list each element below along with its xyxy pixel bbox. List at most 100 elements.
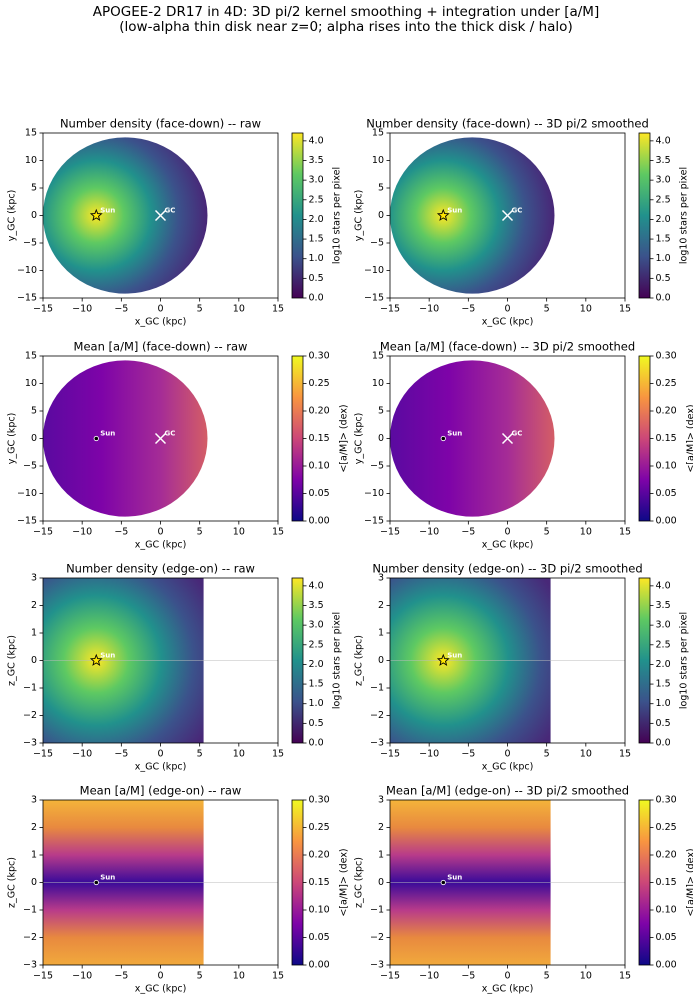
x-tick-label: −10 <box>72 304 92 315</box>
x-tick-label: 15 <box>272 527 284 538</box>
y-axis-label: y_GC (kpc) <box>354 190 365 242</box>
x-tick-label: −10 <box>419 304 439 315</box>
colorbar <box>291 132 304 299</box>
x-tick-label: 0 <box>157 971 163 982</box>
y-tick-label: −2 <box>23 710 37 721</box>
x-tick-label: −15 <box>380 749 400 760</box>
panel-title: Number density (edge-on) -- raw <box>66 562 255 576</box>
y-tick-label: 0 <box>31 210 37 221</box>
y-tick-label: 1 <box>378 850 384 861</box>
y-tick-label: 3 <box>378 573 384 584</box>
y-tick-label: 0 <box>31 877 37 888</box>
x-tick-label: 5 <box>197 304 203 315</box>
sun-marker <box>89 208 103 221</box>
y-tick-label: −3 <box>370 738 384 749</box>
x-tick-label: 15 <box>619 971 631 982</box>
x-tick-label: 5 <box>544 971 550 982</box>
colorbar-tick-label: 0.0 <box>656 738 671 749</box>
y-tick-label: −3 <box>370 960 384 971</box>
x-tick-label: 10 <box>233 304 245 315</box>
colorbar-tick-label: 3.5 <box>656 155 671 166</box>
y-axis-label: z_GC (kpc) <box>354 857 365 908</box>
y-axis-label: z_GC (kpc) <box>7 857 18 908</box>
gc-marker <box>154 432 167 445</box>
sun-marker <box>89 653 103 666</box>
y-tick-label: 0 <box>378 433 384 444</box>
annotation-label: Sun <box>447 652 462 660</box>
colorbar-tick-label: 1.5 <box>309 679 324 690</box>
heatmap-field <box>390 360 555 517</box>
colorbar-label: <[a/M]> (dex) <box>339 404 350 472</box>
x-axis-label: x_GC (kpc) <box>482 317 534 328</box>
colorbar-tick-label: 4.0 <box>656 580 671 591</box>
colorbar <box>638 799 651 966</box>
colorbar-tick-label: 1.5 <box>656 234 671 245</box>
x-tick-label: 0 <box>504 304 510 315</box>
gc-marker <box>501 209 514 222</box>
x-axis-label: x_GC (kpc) <box>482 762 534 773</box>
y-tick-label: 0 <box>378 655 384 666</box>
panel-title: Mean [a/M] (face-down) -- raw <box>74 340 248 354</box>
x-tick-label: 10 <box>233 971 245 982</box>
colorbar-tick-label: 0.5 <box>656 273 671 284</box>
colorbar-tick-label: 4.0 <box>309 580 324 591</box>
colorbar-tick-label: 0.00 <box>656 960 677 971</box>
colorbar-tick-label: 1.0 <box>656 253 671 264</box>
x-tick-label: 10 <box>580 749 592 760</box>
colorbar-tick-label: 0.00 <box>309 516 330 527</box>
x-tick-label: 5 <box>544 749 550 760</box>
x-tick-label: −5 <box>461 527 475 538</box>
colorbar-tick-label: 2.5 <box>656 194 671 205</box>
colorbar-tick-label: 2.0 <box>656 214 671 225</box>
colorbar-label: <[a/M]> (dex) <box>686 404 693 472</box>
panel-title: Number density (face-down) -- 3D pi/2 sm… <box>366 117 649 131</box>
y-tick-label: −15 <box>17 293 37 304</box>
y-tick-label: −5 <box>23 461 37 472</box>
y-tick-label: −1 <box>23 683 37 694</box>
colorbar-label: <[a/M]> (dex) <box>686 848 693 916</box>
x-axis-label: x_GC (kpc) <box>135 317 187 328</box>
x-tick-label: 10 <box>233 749 245 760</box>
colorbar-tick-label: 2.0 <box>309 659 324 670</box>
colorbar-tick-label: 0.10 <box>309 461 330 472</box>
x-tick-label: −10 <box>419 527 439 538</box>
y-tick-label: 5 <box>31 183 37 194</box>
x-tick-label: 15 <box>272 749 284 760</box>
x-tick-label: 0 <box>504 527 510 538</box>
x-tick-label: −10 <box>72 749 92 760</box>
x-tick-label: −5 <box>114 304 128 315</box>
colorbar-tick-label: 0.15 <box>309 877 330 888</box>
x-tick-label: −10 <box>72 971 92 982</box>
colorbar-tick-label: 0.00 <box>309 960 330 971</box>
annotation-label: Sun <box>447 430 462 438</box>
annotation-label: Sun <box>447 207 462 215</box>
y-tick-label: −3 <box>23 738 37 749</box>
panel-title: Mean [a/M] (edge-on) -- 3D pi/2 smoothed <box>386 784 629 798</box>
colorbar-tick-label: 2.5 <box>309 194 324 205</box>
heatmap-field <box>43 360 208 517</box>
figure-title: APOGEE-2 DR17 in 4D: 3D pi/2 kernel smoo… <box>93 4 599 20</box>
x-tick-label: 0 <box>504 971 510 982</box>
y-tick-label: −3 <box>23 960 37 971</box>
x-tick-label: 0 <box>157 304 163 315</box>
colorbar-tick-label: 0.25 <box>656 822 677 833</box>
colorbar-tick-label: 0.30 <box>656 351 677 362</box>
x-axis-label: x_GC (kpc) <box>482 540 534 551</box>
x-tick-label: 10 <box>580 304 592 315</box>
colorbar-label: <[a/M]> (dex) <box>339 848 350 916</box>
y-tick-label: 10 <box>372 155 384 166</box>
sun-marker <box>93 879 99 886</box>
colorbar-tick-label: 0.20 <box>309 850 330 861</box>
colorbar-tick-label: 2.5 <box>656 639 671 650</box>
x-tick-label: −5 <box>114 749 128 760</box>
y-axis-label: y_GC (kpc) <box>7 190 18 242</box>
colorbar-tick-label: 0.0 <box>309 738 324 749</box>
colorbar-tick-label: 3.0 <box>309 175 324 186</box>
y-tick-label: 3 <box>378 795 384 806</box>
y-tick-label: −10 <box>17 488 37 499</box>
colorbar-tick-label: 0.00 <box>656 516 677 527</box>
colorbar-tick-label: 1.0 <box>656 698 671 709</box>
x-tick-label: −10 <box>72 527 92 538</box>
y-tick-label: −5 <box>370 461 384 472</box>
